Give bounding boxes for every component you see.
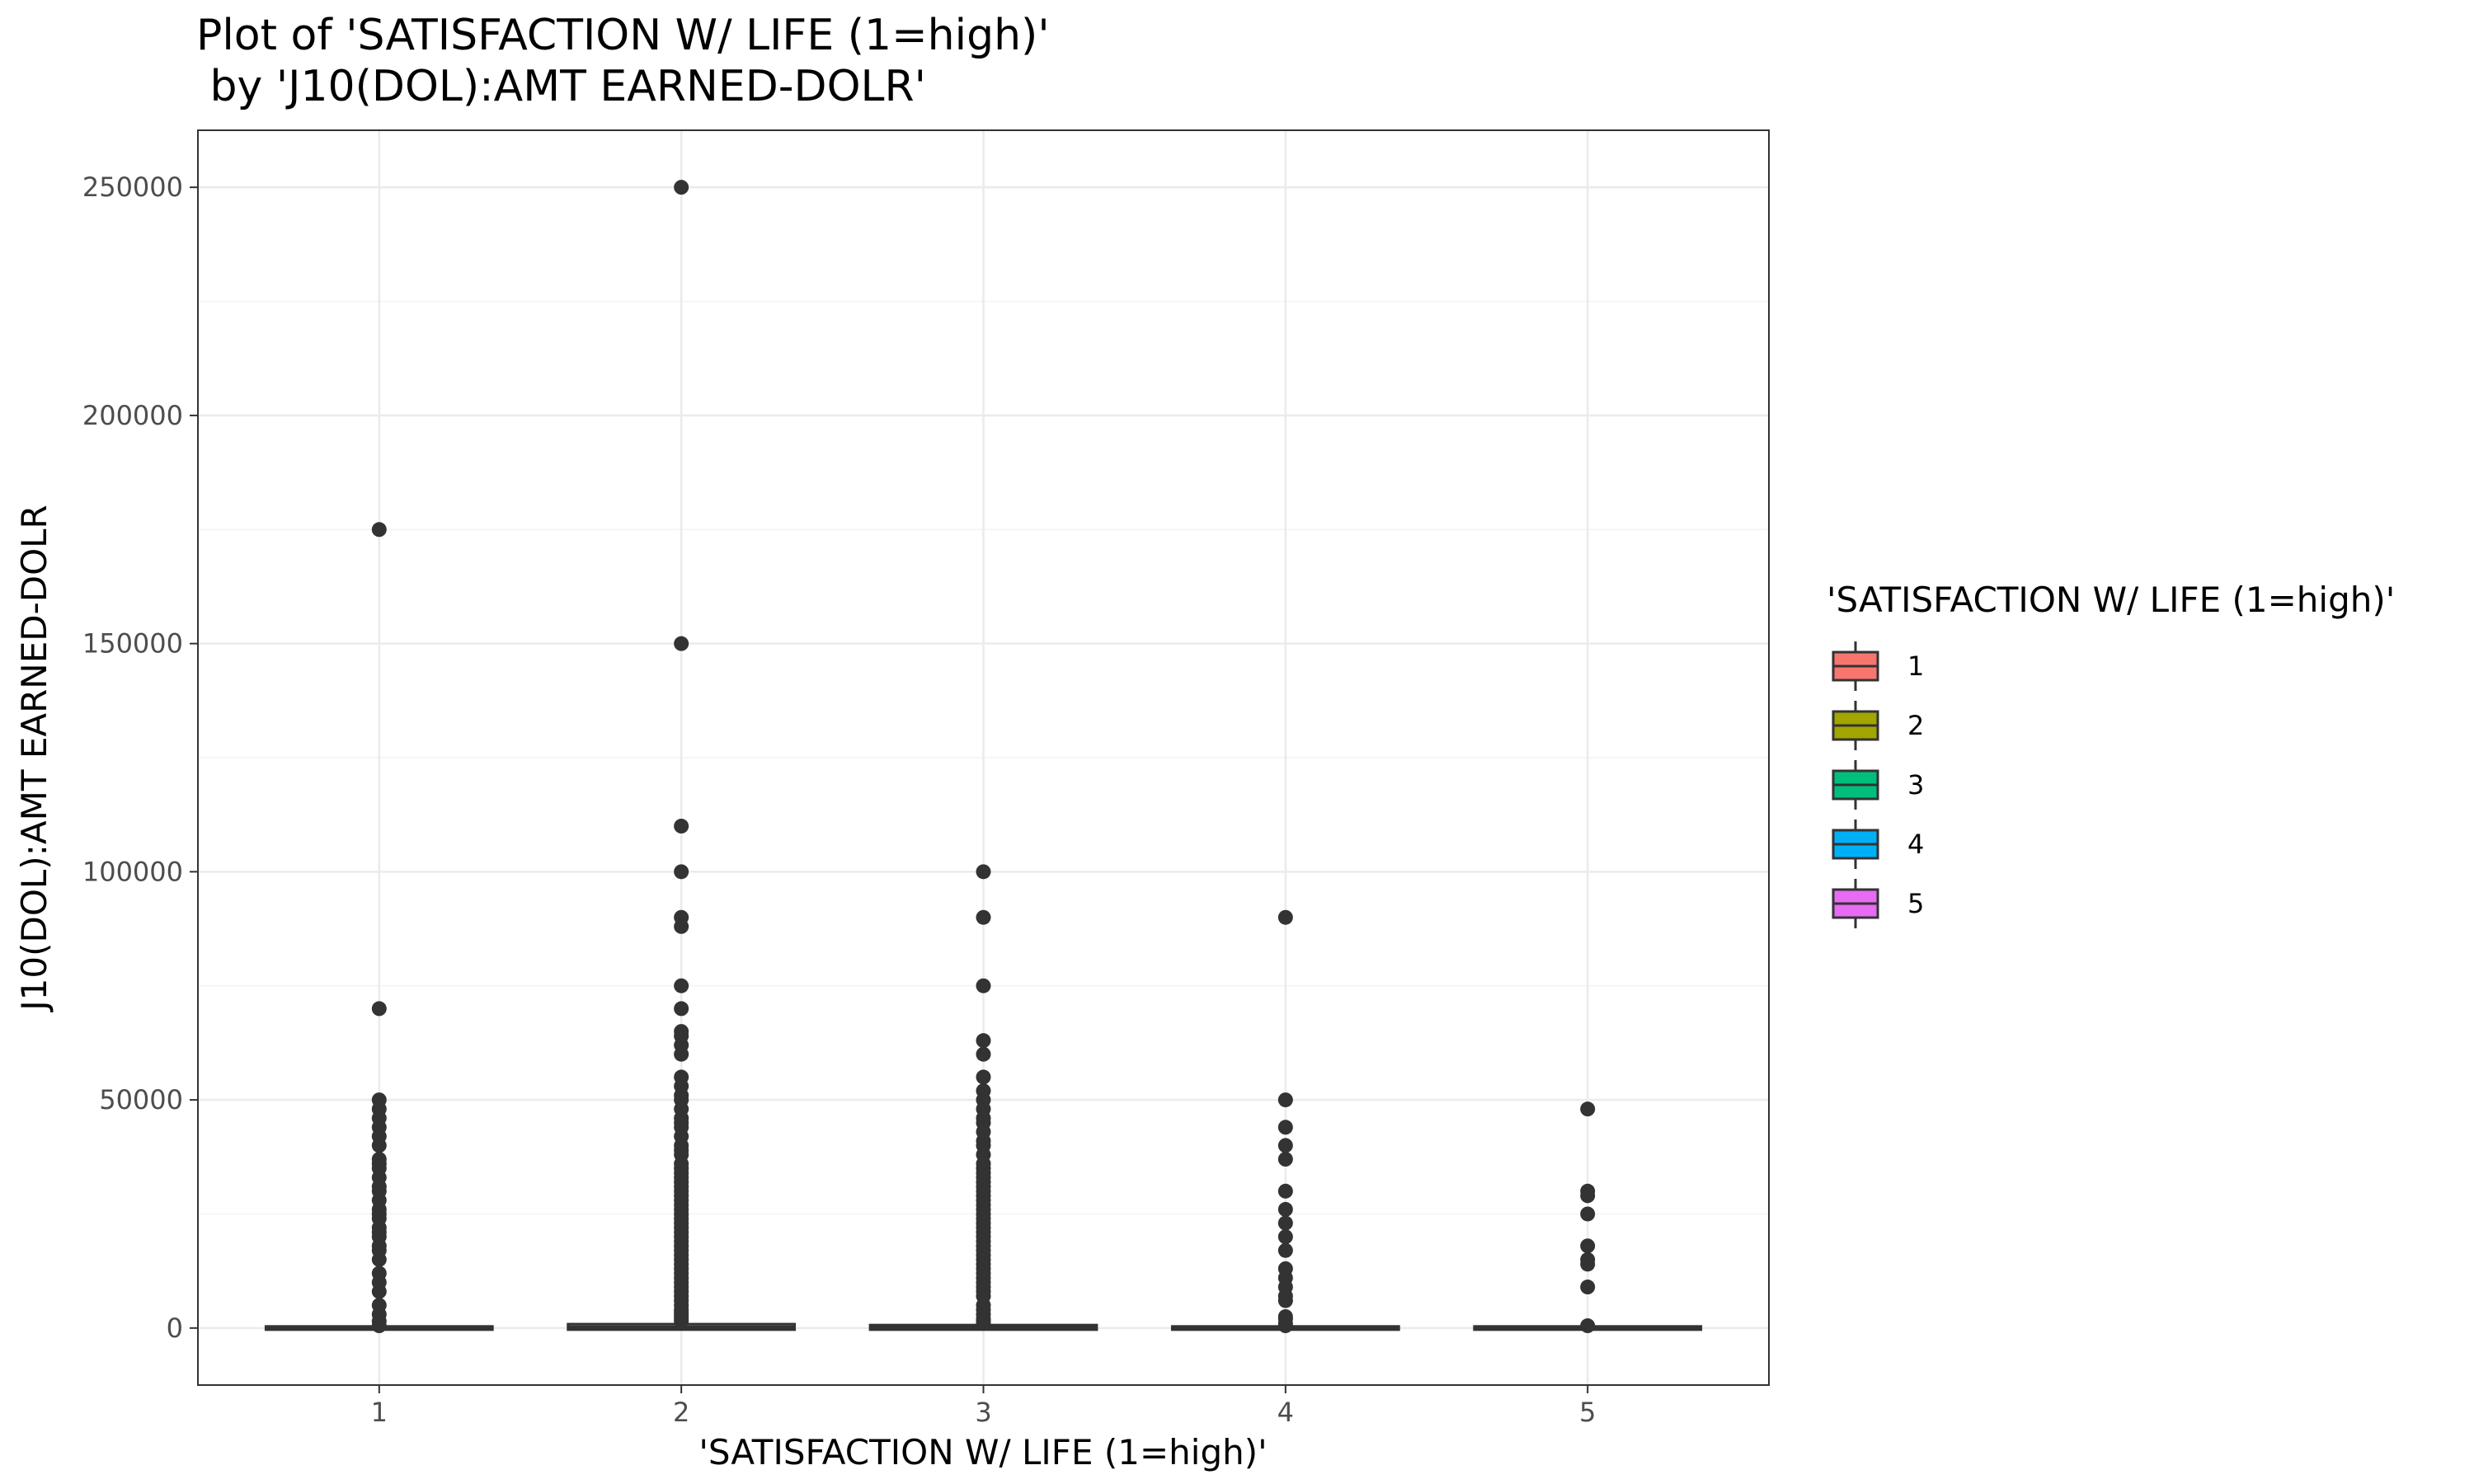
outlier-point [1277,1293,1293,1308]
outlier-point [371,1318,387,1334]
outlier-point [1277,1152,1293,1167]
legend-label: 1 [1907,650,1924,682]
outlier-point [1277,1215,1293,1231]
outlier-point [1580,1256,1596,1272]
outlier-point [674,918,689,934]
y-axis-ticks: 0 50000 100000 150000 200000 250000 [82,171,198,1344]
x-axis-ticks: 1 2 3 4 5 [371,1385,1596,1428]
outlier-point [674,819,689,834]
outlier-point [674,1001,689,1017]
legend-title: 'SATISFACTION W/ LIFE (1=high)' [1827,580,2395,620]
outlier-point [674,864,689,880]
outlier-point [371,1138,387,1153]
x-tick-label: 5 [1579,1397,1596,1428]
legend-item: 1 [1832,641,1924,691]
chart-title-line-1: Plot of 'SATISFACTION W/ LIFE (1=high)' [196,11,1050,60]
legend-item: 4 [1832,819,1924,869]
legend-label: 4 [1907,829,1924,860]
outlier-point [1580,1318,1596,1334]
outlier-point [1277,1183,1293,1199]
y-tick-label: 150000 [82,628,183,660]
legend-item: 5 [1832,879,1924,928]
outlier-point [371,522,387,538]
outlier-point [1277,909,1293,925]
legend-label: 5 [1907,888,1924,919]
x-tick-label: 3 [975,1397,991,1428]
y-tick-label: 0 [167,1313,183,1344]
outlier-point [976,978,991,993]
y-tick-label: 50000 [99,1084,183,1115]
outlier-point [1580,1188,1596,1204]
outlier-layer [371,180,1596,1334]
outlier-point [976,1069,991,1085]
outlier-point [1580,1206,1596,1222]
outlier-point [1277,1092,1293,1108]
outlier-point [674,978,689,993]
legend-item: 3 [1832,760,1924,810]
chart-title: Plot of 'SATISFACTION W/ LIFE (1=high)' … [196,11,1050,111]
y-tick-label: 100000 [82,856,183,887]
outlier-point [1580,1238,1596,1254]
outlier-point [976,1316,991,1331]
y-tick-label: 200000 [82,400,183,431]
outlier-point [1580,1280,1596,1295]
chart-title-line-2: by 'J10(DOL):AMT EARNED-DOLR' [196,62,926,111]
outlier-point [1277,1242,1293,1258]
outlier-point [674,636,689,651]
outlier-point [1277,1138,1293,1153]
outlier-point [976,864,991,880]
outlier-point [1277,1229,1293,1245]
legend: 'SATISFACTION W/ LIFE (1=high)' 1 2 3 4 5 [1827,580,2395,928]
legend-label: 2 [1907,710,1924,741]
legend-label: 3 [1907,769,1924,801]
outlier-point [1277,1318,1293,1334]
legend-keys: 1 2 3 4 5 [1832,641,1924,928]
legend-item: 2 [1832,701,1924,750]
outlier-point [674,1313,689,1329]
outlier-point [371,1252,387,1267]
x-tick-label: 2 [673,1397,689,1428]
outlier-point [1277,1120,1293,1135]
outlier-point [371,1001,387,1017]
outlier-point [976,909,991,925]
y-tick-label: 250000 [82,171,183,203]
outlier-point [371,1284,387,1299]
outlier-point [976,1046,991,1062]
x-tick-label: 4 [1277,1397,1294,1428]
outlier-point [1580,1101,1596,1117]
x-axis-title: 'SATISFACTION W/ LIFE (1=high)' [698,1432,1267,1472]
y-axis-title: J10(DOL):AMT EARNED-DOLR [14,505,54,1012]
outlier-point [674,180,689,195]
outlier-point [674,1046,689,1062]
outlier-point [1277,1201,1293,1217]
outlier-point [976,1033,991,1049]
x-tick-label: 1 [371,1397,388,1428]
